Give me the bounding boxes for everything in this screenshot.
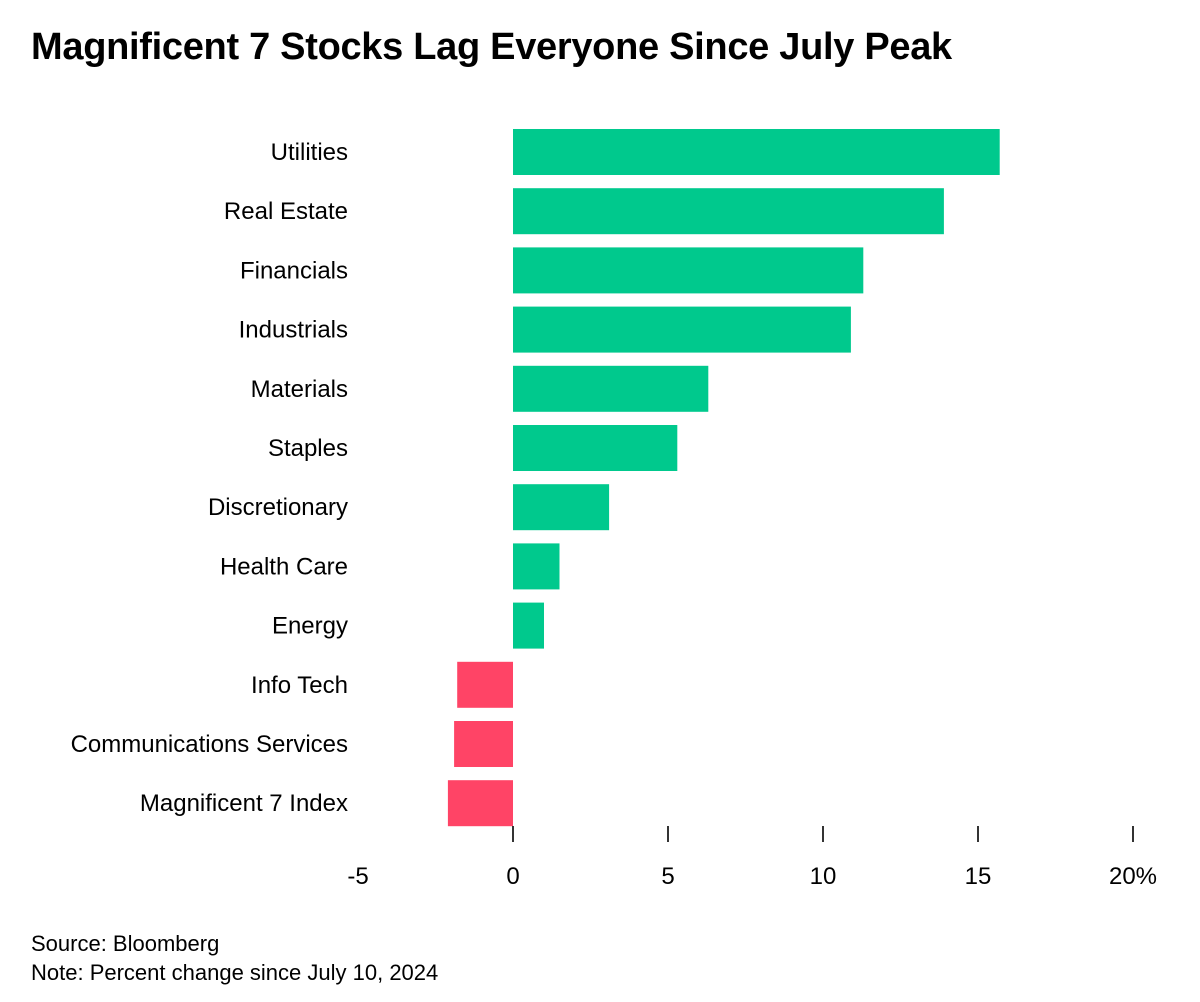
category-label-magnificent-7-index: Magnificent 7 Index	[140, 790, 348, 817]
source-note: Source: Bloomberg	[31, 931, 220, 956]
x-tick-label: 5	[661, 863, 674, 890]
bar-real-estate	[513, 188, 944, 235]
category-labels-layer: Utilities Real Estate Financials Industrial…	[71, 139, 348, 817]
bar-materials	[513, 365, 709, 412]
category-label-health-care: Health Care	[220, 553, 348, 580]
category-label-info-tech: Info Tech	[251, 672, 348, 699]
bar-communications-services	[454, 721, 513, 767]
chart-title: Magnificent 7 Stocks Lag Everyone Since …	[31, 26, 952, 68]
category-label-communications-services: Communications Services	[71, 731, 348, 758]
bar-discretionary	[513, 484, 610, 531]
bars-layer	[447, 129, 1000, 827]
bar-info-tech	[457, 661, 513, 708]
category-label-discretionary: Discretionary	[208, 494, 348, 521]
category-label-energy: Energy	[272, 613, 348, 640]
x-tick-label: 20%	[1109, 863, 1157, 890]
bar-industrials	[513, 306, 851, 353]
bar-chart: Utilities Real Estate Financials Industrial…	[71, 129, 1157, 890]
bar-utilities	[513, 129, 1000, 175]
category-label-financials: Financials	[240, 257, 348, 284]
category-label-industrials: Industrials	[239, 317, 348, 344]
x-tick-label: 15	[965, 863, 992, 890]
bar-energy	[513, 602, 544, 649]
x-tick-label: 10	[810, 863, 837, 890]
category-label-real-estate: Real Estate	[224, 198, 348, 225]
category-label-utilities: Utilities	[271, 139, 348, 166]
chart-footer: Source: Bloomberg Note: Percent change s…	[31, 929, 438, 987]
bar-health-care	[513, 543, 560, 590]
category-label-staples: Staples	[268, 435, 348, 462]
category-label-materials: Materials	[251, 376, 348, 403]
x-tick-label: 0	[506, 863, 519, 890]
x-tick-label: -5	[347, 863, 368, 890]
bar-financials	[513, 247, 864, 294]
bar-magnificent-7-index	[447, 780, 513, 827]
x-axis: -5 0 5 10 15 20%	[347, 826, 1157, 890]
method-note: Note: Percent change since July 10, 2024	[31, 960, 439, 985]
bar-staples	[513, 425, 678, 471]
